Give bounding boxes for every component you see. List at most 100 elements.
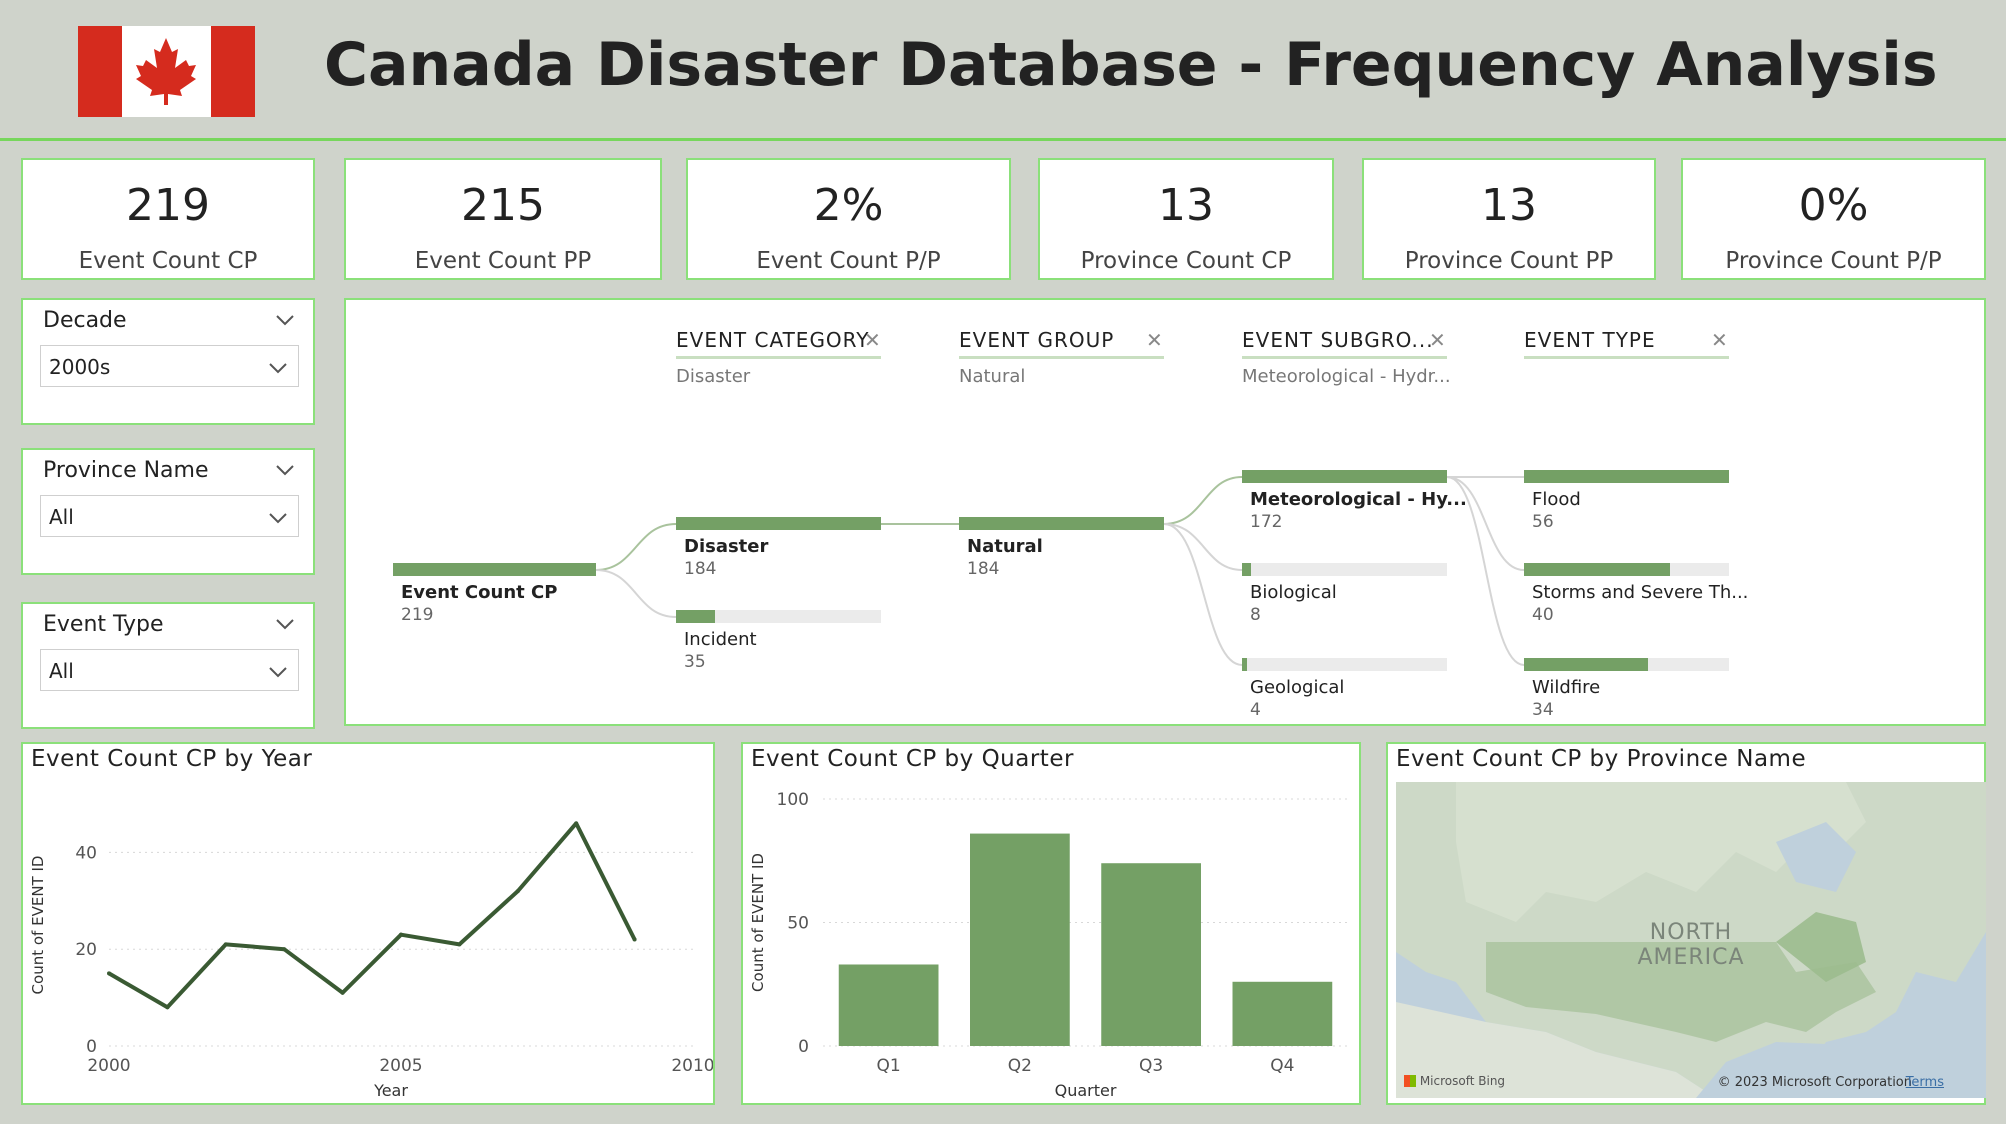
chevron-down-icon[interactable] (275, 614, 295, 634)
tree-node-track (676, 610, 881, 623)
line-series (107, 821, 637, 1010)
tree-node-value: 34 (1532, 700, 1554, 720)
kpi-value: 2% (813, 180, 884, 231)
tree-level-header[interactable]: EVENT TYPE (1524, 328, 1656, 352)
bar (1101, 863, 1201, 1046)
tree-level-header[interactable]: EVENT GROUP (959, 328, 1115, 352)
tree-node-value: 35 (684, 652, 706, 672)
tree-level-selection: Disaster (676, 366, 751, 387)
close-icon[interactable]: ✕ (1429, 328, 1446, 352)
data-point (632, 937, 637, 942)
x-tick-label: Q4 (1270, 1056, 1294, 1076)
chevron-down-icon[interactable] (275, 310, 295, 330)
tree-node-label: Meteorological - Hy... (1250, 489, 1467, 510)
event-type-dropdown[interactable]: All (40, 649, 299, 691)
y-tick-label: 0 (86, 1037, 97, 1057)
x-tick-label: 2000 (87, 1056, 130, 1076)
kpi-label: Province Count PP (1404, 248, 1614, 274)
line-chart-by-year: Event Count CP by Year 0 20 40 2000 2005 2010… (21, 742, 715, 1105)
map-canvas[interactable]: NORTH AMERICA Microsoft Bing © 2023 Micr… (1396, 782, 1986, 1098)
y-tick-label: 40 (75, 843, 97, 863)
tree-node-bar[interactable] (1242, 658, 1247, 671)
chevron-down-icon (269, 667, 287, 678)
province-dropdown[interactable]: All (40, 495, 299, 537)
map-by-province: Event Count CP by Province Name NORTH AM… (1386, 742, 1986, 1105)
x-tick-label: Q1 (877, 1056, 901, 1076)
tree-level-header[interactable]: EVENT CATEGORY (676, 328, 870, 352)
bar (970, 833, 1070, 1046)
tree-node-label: Biological (1250, 582, 1337, 603)
close-icon[interactable]: ✕ (1146, 328, 1163, 352)
map-background (1396, 782, 1986, 1098)
canada-flag-icon (78, 26, 255, 117)
header-underline (1242, 356, 1447, 359)
slicer-province-name: Province Name All (21, 448, 315, 575)
tree-node-bar[interactable] (1242, 470, 1447, 483)
tree-node-bar[interactable] (393, 563, 596, 576)
y-axis-title: Count of EVENT ID (749, 853, 767, 992)
tree-level-header[interactable]: EVENT SUBGRO... (1242, 328, 1434, 352)
kpi-label: Event Count P/P (756, 248, 941, 274)
tree-node-label: Incident (684, 629, 757, 650)
line-chart-svg[interactable]: 0 20 40 2000 2005 2010 Year Count of EVENT ID (23, 744, 713, 1103)
visual-title: Event Count CP by Province Name (1396, 746, 1807, 772)
slicer-decade: Decade 2000s (21, 298, 315, 425)
x-tick-label: Q2 (1008, 1056, 1032, 1076)
tree-node-value: 219 (401, 605, 434, 625)
kpi-card-province-count-pp-change: 0% Province Count P/P (1681, 158, 1986, 280)
tree-node-label: Geological (1250, 677, 1345, 698)
kpi-card-province-count-cp: 13 Province Count CP (1038, 158, 1334, 280)
tree-node-value: 56 (1532, 512, 1554, 532)
chevron-down-icon[interactable] (275, 460, 295, 480)
tree-node-label: Disaster (684, 536, 769, 557)
tree-node-label: Wildfire (1532, 677, 1601, 698)
dropdown-value: 2000s (49, 355, 111, 379)
kpi-card-event-count-pp-change: 2% Event Count P/P (686, 158, 1011, 280)
data-point (165, 1005, 170, 1010)
decade-dropdown[interactable]: 2000s (40, 345, 299, 387)
slicer-title: Decade (43, 308, 127, 333)
x-axis-title: Quarter (1055, 1081, 1117, 1100)
kpi-label: Province Count CP (1080, 248, 1292, 274)
close-icon[interactable]: ✕ (864, 328, 881, 352)
data-point (399, 932, 403, 937)
visual-title: Event Count CP by Year (31, 746, 313, 772)
bar (1232, 981, 1333, 1046)
tree-node-bar[interactable] (676, 517, 881, 530)
slicer-title: Province Name (43, 458, 209, 483)
tree-node-bar[interactable] (1524, 470, 1729, 483)
x-axis-title: Year (373, 1081, 408, 1100)
tree-node-value: 172 (1250, 512, 1283, 532)
tree-node-bar[interactable] (1524, 563, 1670, 576)
slicer-event-type: Event Type All (21, 602, 315, 729)
kpi-card-event-count-pp: 215 Event Count PP (344, 158, 662, 280)
kpi-value: 13 (1481, 180, 1537, 231)
kpi-label: Province Count P/P (1725, 248, 1942, 274)
tree-level-selection: Natural (959, 366, 1026, 387)
report-header: Canada Disaster Database - Frequency Ana… (0, 0, 2006, 141)
close-icon[interactable]: ✕ (1711, 328, 1728, 352)
tree-node-bar[interactable] (1524, 658, 1648, 671)
data-point (340, 990, 345, 995)
y-tick-label: 50 (787, 914, 809, 934)
kpi-value: 13 (1158, 180, 1214, 231)
tree-node-bar[interactable] (676, 610, 715, 623)
tree-node-bar[interactable] (1242, 563, 1251, 576)
tree-node-bar[interactable] (959, 517, 1164, 530)
map-terms-link[interactable]: Terms (1905, 1075, 1944, 1090)
tree-node-value: 184 (967, 559, 1000, 579)
data-point (107, 971, 111, 976)
kpi-value: 0% (1798, 180, 1869, 231)
tree-node-value: 40 (1532, 605, 1554, 625)
decomposition-tree: EVENT CATEGORY ✕ Disaster EVENT GROUP ✕ … (344, 298, 1986, 726)
y-tick-label: 0 (798, 1037, 809, 1057)
data-point (457, 942, 462, 947)
tree-node-value: 184 (684, 559, 717, 579)
dropdown-value: All (49, 659, 74, 683)
data-point (282, 947, 287, 952)
page-title: Canada Disaster Database - Frequency Ana… (324, 30, 1938, 100)
bar-chart-svg[interactable]: 0 50 100 Q1 Q2 Q3 Q4 Quarter Count of EVENT ID (743, 744, 1359, 1103)
kpi-card-province-count-pp: 13 Province Count PP (1362, 158, 1656, 280)
bar-chart-by-quarter: Event Count CP by Quarter 0 50 100 Q1 Q2 Q3 Q4… (741, 742, 1361, 1105)
kpi-value: 215 (461, 180, 545, 231)
